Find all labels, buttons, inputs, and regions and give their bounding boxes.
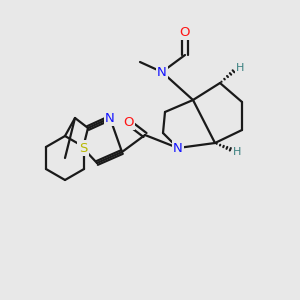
Text: H: H bbox=[233, 147, 241, 157]
Text: O: O bbox=[180, 26, 190, 38]
Text: O: O bbox=[123, 116, 133, 128]
Text: N: N bbox=[173, 142, 183, 154]
Text: N: N bbox=[157, 65, 167, 79]
Text: S: S bbox=[79, 142, 87, 154]
Text: N: N bbox=[105, 112, 115, 124]
Text: H: H bbox=[236, 63, 244, 73]
